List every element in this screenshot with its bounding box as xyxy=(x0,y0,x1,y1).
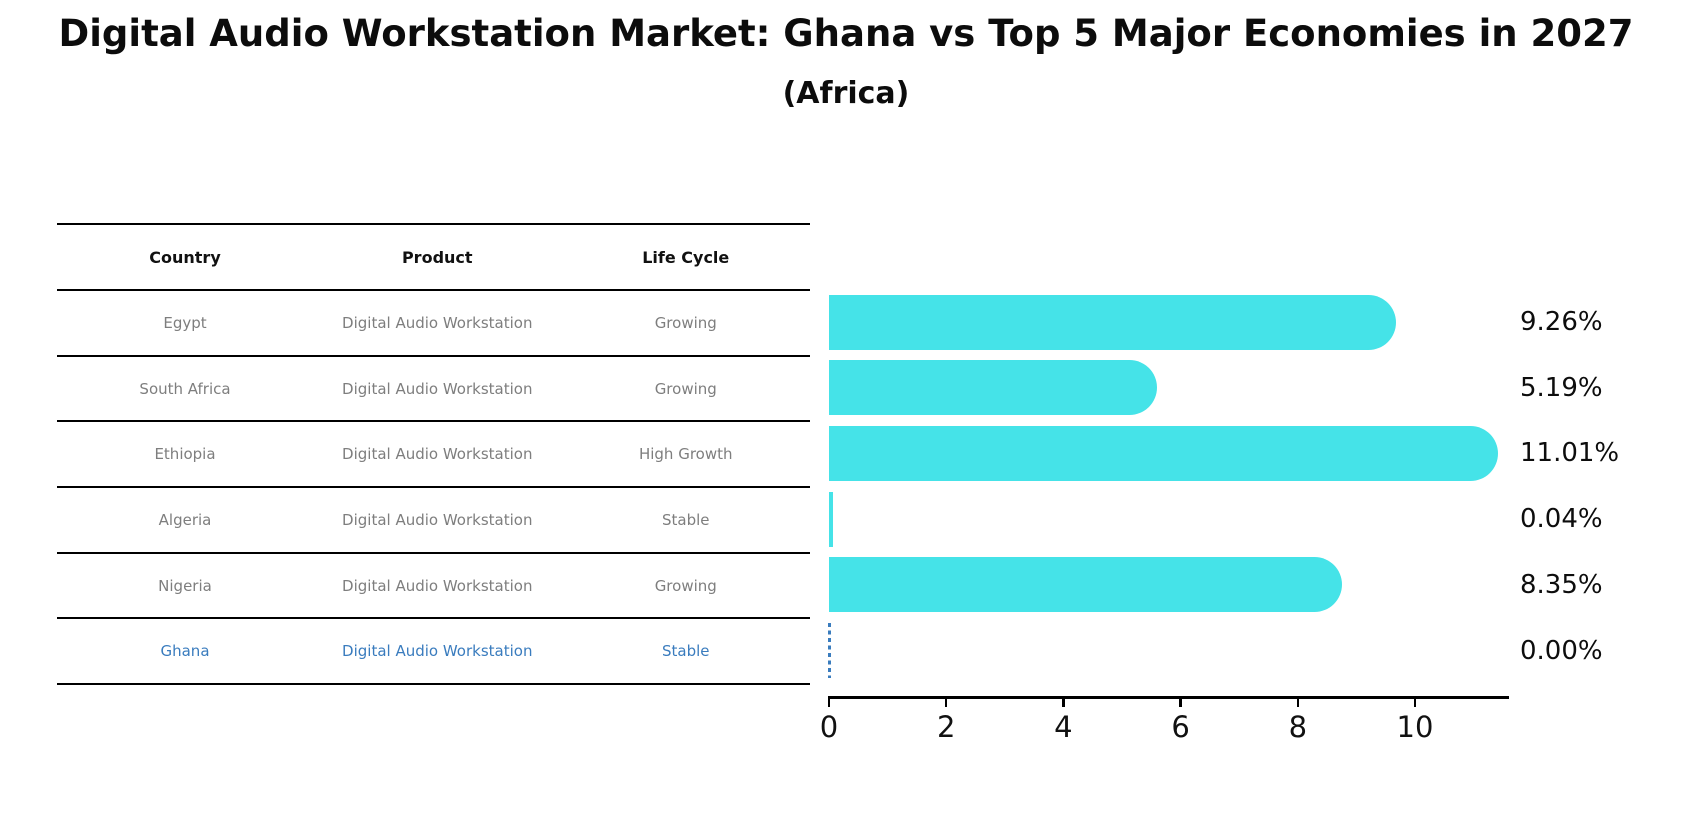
x-tick-label: 6 xyxy=(1171,710,1190,744)
table-cell-product: Digital Audio Workstation xyxy=(342,642,533,661)
table-header-country: Country xyxy=(149,247,221,267)
bar-south-africa xyxy=(829,360,1158,416)
table-cell-life-cycle: Growing xyxy=(654,313,717,332)
table-row: Ethiopia Digital Audio Workstation High Gr… xyxy=(57,422,810,489)
bar-ghana-dashed xyxy=(828,623,831,678)
table-cell-country: Ghana xyxy=(160,642,210,661)
x-tick xyxy=(1296,696,1300,707)
table-row: Ghana Digital Audio Workstation Stable xyxy=(57,619,810,686)
table-header-row: Country Product Life Cycle xyxy=(57,225,810,291)
table-cell-country: Algeria xyxy=(158,510,212,529)
value-label: 11.01% xyxy=(1520,438,1620,469)
x-tick-label: 10 xyxy=(1396,710,1434,744)
table-cell-life-cycle: Stable xyxy=(661,642,710,661)
table-row: Nigeria Digital Audio Workstation Growing xyxy=(57,554,810,620)
bar-egypt xyxy=(829,294,1396,350)
bar-algeria xyxy=(829,491,834,547)
table-cell-country: Ethiopia xyxy=(154,445,216,464)
table-cell-life-cycle: Growing xyxy=(654,576,717,595)
table-header-product: Product xyxy=(401,247,473,267)
table-row: Algeria Digital Audio Workstation Stable xyxy=(57,488,810,554)
bar-ethiopia xyxy=(829,425,1499,481)
x-tick-label: 0 xyxy=(819,710,839,744)
value-label: 0.04% xyxy=(1520,504,1603,535)
x-tick-label: 4 xyxy=(1054,710,1073,744)
value-label: 9.26% xyxy=(1520,307,1603,337)
table-cell-life-cycle: Growing xyxy=(654,379,717,398)
table-cell-product: Digital Audio Workstation xyxy=(342,445,533,464)
table-cell-life-cycle: Stable xyxy=(661,510,710,529)
x-tick xyxy=(1413,696,1417,707)
table-cell-country: South Africa xyxy=(139,379,231,398)
x-tick-label: 2 xyxy=(936,710,956,744)
value-label: 0.00% xyxy=(1520,635,1603,666)
table-cell-product: Digital Audio Workstation xyxy=(342,379,533,398)
chart-title: Digital Audio Workstation Market: Ghana … xyxy=(58,12,1634,55)
table-cell-product: Digital Audio Workstation xyxy=(342,313,533,332)
x-tick xyxy=(1062,696,1065,707)
table-row: South Africa Digital Audio Workstation Gro… xyxy=(57,357,810,423)
table-cell-life-cycle: High Growth xyxy=(638,445,733,464)
table-cell-country: Nigeria xyxy=(158,576,212,595)
table-body: Egypt Digital Audio Workstation Growing Sou… xyxy=(57,291,810,686)
bar-nigeria xyxy=(829,557,1343,613)
x-tick xyxy=(827,696,831,707)
table-cell-product: Digital Audio Workstation xyxy=(342,576,533,595)
table-cell-product: Digital Audio Workstation xyxy=(342,510,533,529)
table-cell-country: Egypt xyxy=(163,313,207,332)
x-tick xyxy=(944,696,948,707)
x-axis-line xyxy=(829,696,1509,699)
value-label: 5.19% xyxy=(1520,372,1603,403)
value-label: 8.35% xyxy=(1520,569,1603,600)
table-row: Egypt Digital Audio Workstation Growing xyxy=(57,291,810,357)
chart-subtitle: (Africa) xyxy=(782,76,910,111)
country-table: Country Product Life Cycle Egypt Digital … xyxy=(57,223,810,686)
x-tick-label: 8 xyxy=(1288,710,1308,744)
table-header-life-cycle: Life Cycle xyxy=(642,247,730,267)
x-tick xyxy=(1179,696,1182,707)
